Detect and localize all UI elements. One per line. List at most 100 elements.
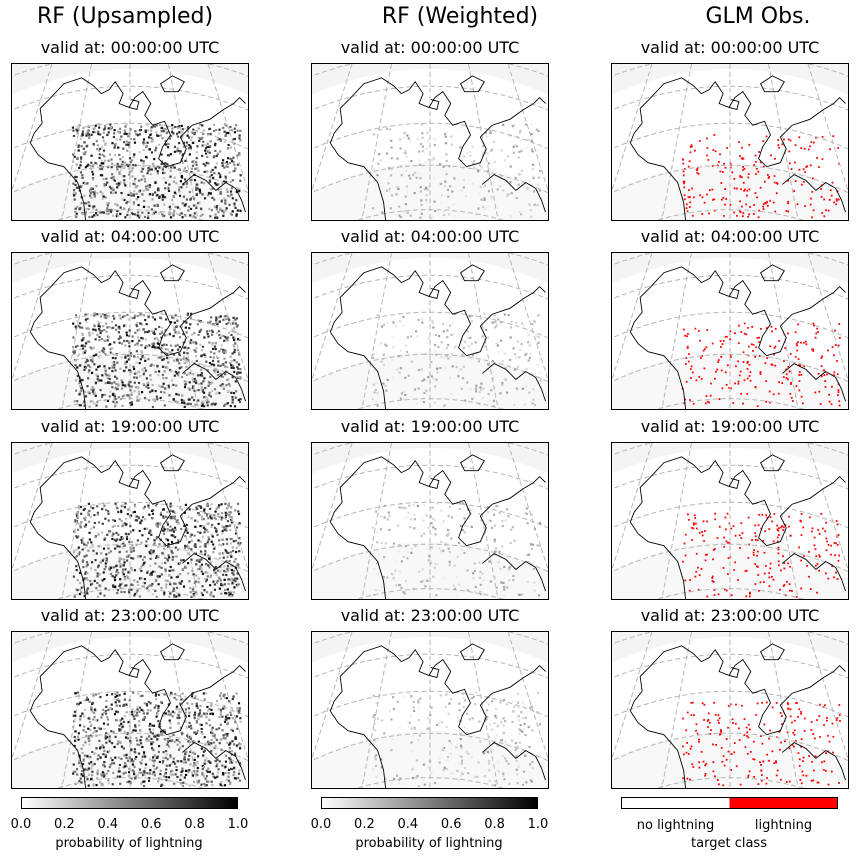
probability-cell xyxy=(445,354,448,357)
probability-cell xyxy=(113,179,116,182)
probability-cell xyxy=(216,699,219,703)
probability-cell xyxy=(219,372,222,376)
probability-cell xyxy=(391,761,394,765)
probability-cell xyxy=(91,770,94,773)
probability-cell xyxy=(112,771,115,775)
probability-cell xyxy=(440,355,443,359)
probability-cell xyxy=(454,313,457,316)
probability-cell xyxy=(459,774,462,777)
probability-cell xyxy=(204,528,207,531)
probability-cell xyxy=(231,352,234,355)
probability-cell xyxy=(193,770,196,773)
probability-cell xyxy=(106,715,109,719)
probability-cell xyxy=(220,780,223,784)
probability-cell xyxy=(184,773,188,777)
probability-cell xyxy=(143,177,146,180)
probability-cell xyxy=(434,350,437,353)
probability-cell xyxy=(169,216,173,219)
probability-cell xyxy=(528,565,531,568)
probability-cell xyxy=(104,735,107,738)
probability-cell xyxy=(79,164,82,167)
lightning-cell xyxy=(719,170,722,173)
lightning-cell xyxy=(724,203,726,206)
probability-cell xyxy=(225,538,228,541)
probability-cell xyxy=(416,335,419,338)
lightning-cell xyxy=(746,189,749,192)
probability-cell xyxy=(76,773,79,776)
probability-cell xyxy=(225,165,228,168)
probability-cell xyxy=(185,357,188,360)
probability-cell xyxy=(199,207,203,210)
probability-cell xyxy=(98,727,102,731)
probability-cell xyxy=(237,772,241,775)
probability-cell xyxy=(159,522,162,525)
lightning-cell xyxy=(687,196,690,199)
probability-cell xyxy=(501,754,504,757)
probability-cell xyxy=(457,369,460,372)
probability-cell xyxy=(225,133,228,136)
probability-cell xyxy=(203,508,206,511)
probability-cell xyxy=(153,772,156,775)
probability-cell xyxy=(155,395,158,398)
probability-cell xyxy=(226,551,229,554)
probability-cell xyxy=(163,544,166,548)
probability-cell xyxy=(124,216,127,219)
probability-cell xyxy=(164,756,168,759)
probability-cell xyxy=(218,552,222,556)
probability-cell xyxy=(219,723,222,726)
probability-cell xyxy=(95,373,98,376)
probability-cell xyxy=(154,149,157,152)
probability-cell xyxy=(376,717,380,720)
probability-cell xyxy=(222,526,226,529)
probability-cell xyxy=(217,504,221,507)
probability-cell xyxy=(188,711,191,714)
probability-cell xyxy=(500,698,503,701)
probability-cell xyxy=(237,352,241,355)
probability-cell xyxy=(184,769,188,773)
probability-cell xyxy=(236,709,239,712)
probability-cell xyxy=(118,313,121,316)
probability-cell xyxy=(169,722,172,725)
probability-cell xyxy=(418,150,421,153)
probability-cell xyxy=(494,783,497,787)
probability-cell xyxy=(227,147,230,150)
probability-cell xyxy=(87,208,90,211)
probability-cell xyxy=(176,343,179,346)
probability-cell xyxy=(211,196,214,199)
probability-cell xyxy=(187,515,190,518)
probability-cell xyxy=(180,176,184,179)
probability-cell xyxy=(175,586,179,589)
probability-cell xyxy=(493,540,496,543)
probability-cell xyxy=(221,182,224,185)
lightning-cell xyxy=(685,207,688,209)
probability-cell xyxy=(155,131,158,134)
probability-cell xyxy=(431,526,435,529)
probability-cell xyxy=(489,580,492,583)
probability-cell xyxy=(115,694,119,697)
probability-cell xyxy=(236,744,239,747)
probability-cell xyxy=(163,351,167,354)
probability-cell xyxy=(123,578,126,581)
probability-cell xyxy=(170,198,174,202)
probability-cell xyxy=(197,740,200,743)
probability-cell xyxy=(405,344,408,347)
probability-cell xyxy=(195,347,198,350)
probability-cell xyxy=(216,569,220,572)
probability-cell xyxy=(156,346,159,349)
probability-cell xyxy=(180,159,183,162)
probability-cell xyxy=(86,587,89,590)
probability-cell xyxy=(94,568,97,572)
probability-cell xyxy=(166,366,169,370)
probability-cell xyxy=(462,179,465,182)
probability-cell xyxy=(217,364,220,367)
probability-cell xyxy=(105,699,108,703)
probability-cell xyxy=(133,314,137,317)
probability-cell xyxy=(104,508,108,512)
probability-cell xyxy=(206,705,209,709)
probability-cell xyxy=(167,745,170,748)
probability-cell xyxy=(500,339,503,342)
probability-cell xyxy=(143,770,146,773)
probability-cell xyxy=(430,771,433,775)
probability-cell xyxy=(172,510,175,513)
probability-cell xyxy=(161,373,164,377)
